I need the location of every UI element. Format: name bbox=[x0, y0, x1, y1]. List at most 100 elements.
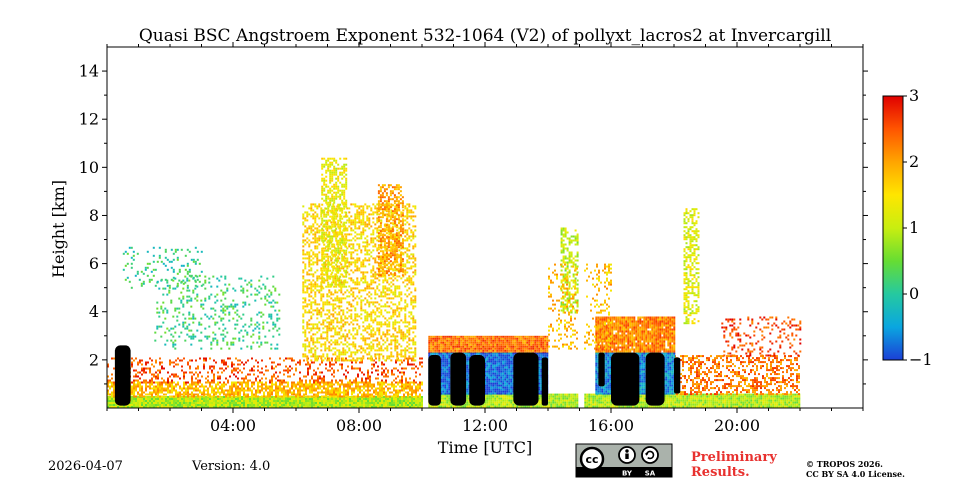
heatmap-cell bbox=[799, 350, 802, 353]
heatmap-cell bbox=[225, 361, 227, 364]
heatmap-cell bbox=[738, 393, 741, 396]
heatmap-cell bbox=[744, 369, 746, 372]
heatmap-cell bbox=[452, 405, 455, 408]
heatmap-cell bbox=[247, 398, 249, 400]
heatmap-cell bbox=[739, 344, 742, 347]
heatmap-cell bbox=[129, 404, 131, 406]
heatmap-cell bbox=[153, 400, 155, 402]
heatmap-cell bbox=[289, 400, 291, 402]
heatmap-cell bbox=[182, 313, 185, 316]
heatmap-cell bbox=[319, 375, 321, 378]
heatmap-cell bbox=[321, 398, 323, 400]
heatmap-cell bbox=[255, 400, 257, 402]
heatmap-cell bbox=[287, 371, 289, 374]
heatmap-cell bbox=[696, 405, 699, 408]
heatmap-cell bbox=[227, 381, 229, 384]
heatmap-cell bbox=[747, 318, 750, 321]
heatmap-cell bbox=[395, 389, 397, 392]
heatmap-cell bbox=[197, 389, 199, 392]
heatmap-cell bbox=[207, 371, 209, 374]
heatmap-cell bbox=[369, 377, 371, 380]
heatmap-cell bbox=[760, 383, 762, 386]
heatmap-cell bbox=[151, 398, 153, 400]
heatmap-cell bbox=[682, 401, 685, 404]
heatmap-cell bbox=[323, 381, 325, 384]
heatmap-cell bbox=[712, 401, 715, 404]
heatmap-cell bbox=[759, 346, 762, 349]
heatmap-cell bbox=[500, 401, 503, 404]
heatmap-cell bbox=[393, 395, 395, 398]
heatmap-cell bbox=[761, 350, 764, 353]
heatmap-cell bbox=[363, 395, 365, 398]
heatmap-cell bbox=[736, 385, 738, 388]
heatmap-cell bbox=[367, 377, 369, 380]
heatmap-cell bbox=[365, 377, 367, 380]
heatmap-cell bbox=[154, 339, 157, 342]
heatmap-cell bbox=[311, 395, 313, 398]
heatmap-cell bbox=[139, 371, 141, 374]
heatmap-cell bbox=[397, 381, 399, 384]
heatmap-cell bbox=[141, 369, 143, 372]
heatmap-cell bbox=[375, 357, 377, 360]
heatmap-cell bbox=[339, 383, 341, 386]
heatmap-cell bbox=[213, 393, 215, 396]
heatmap-cell bbox=[363, 398, 365, 400]
heatmap-cell bbox=[241, 383, 243, 386]
heatmap-cell bbox=[135, 387, 137, 390]
heatmap-cell bbox=[546, 405, 549, 408]
heatmap-cell bbox=[214, 295, 217, 298]
heatmap-cell bbox=[674, 403, 677, 406]
heatmap-cell bbox=[357, 395, 359, 398]
heatmap-cell bbox=[323, 406, 325, 408]
heatmap-cell bbox=[678, 397, 681, 400]
heatmap-cell bbox=[781, 340, 784, 343]
heatmap-cell bbox=[540, 397, 543, 400]
heatmap-cell bbox=[162, 293, 165, 296]
heatmap-cell bbox=[744, 393, 747, 396]
heatmap-cell bbox=[225, 367, 227, 370]
heatmap-cell bbox=[419, 404, 421, 406]
heatmap-cell bbox=[774, 373, 776, 376]
heatmap-cell bbox=[333, 389, 335, 392]
heatmap-cell bbox=[723, 326, 726, 329]
heatmap-cell bbox=[672, 401, 675, 404]
heatmap-cell bbox=[343, 393, 345, 396]
heatmap-cell bbox=[664, 405, 667, 408]
heatmap-cell bbox=[275, 391, 277, 394]
heatmap-cell bbox=[385, 367, 387, 370]
heatmap-cell bbox=[492, 401, 495, 404]
heatmap-cell bbox=[173, 404, 175, 406]
heatmap-cell bbox=[768, 395, 771, 398]
heatmap-cell bbox=[385, 393, 387, 396]
heatmap-cell bbox=[217, 400, 219, 402]
heatmap-cell bbox=[193, 393, 195, 396]
heatmap-cell bbox=[249, 389, 251, 392]
heatmap-cell bbox=[359, 369, 361, 372]
heatmap-cell bbox=[301, 385, 303, 388]
heatmap-cell bbox=[752, 387, 754, 390]
heatmap-cell bbox=[369, 385, 371, 388]
heatmap-cell bbox=[347, 395, 349, 398]
heatmap-cell bbox=[774, 395, 777, 398]
heatmap-cell bbox=[747, 350, 750, 353]
heatmap-cell bbox=[139, 402, 141, 404]
heatmap-cell bbox=[147, 406, 149, 408]
heatmap-cell bbox=[191, 400, 193, 402]
heatmap-cell bbox=[584, 401, 587, 404]
heatmap-cell bbox=[584, 405, 587, 408]
heatmap-cell bbox=[772, 393, 774, 396]
heatmap-cell bbox=[728, 395, 731, 398]
heatmap-cell bbox=[199, 385, 201, 388]
heatmap-cell bbox=[720, 399, 723, 402]
heatmap-cell bbox=[692, 395, 695, 398]
heatmap-cell bbox=[488, 397, 491, 400]
heatmap-cell bbox=[261, 402, 263, 404]
heatmap-cell bbox=[750, 403, 753, 406]
heatmap-cell bbox=[199, 379, 201, 382]
heatmap-cell bbox=[694, 403, 697, 406]
heatmap-cell bbox=[212, 337, 215, 340]
heatmap-cell bbox=[149, 379, 151, 382]
heatmap-cell bbox=[161, 400, 163, 402]
heatmap-cell bbox=[153, 375, 155, 378]
heatmap-cell bbox=[203, 367, 205, 370]
